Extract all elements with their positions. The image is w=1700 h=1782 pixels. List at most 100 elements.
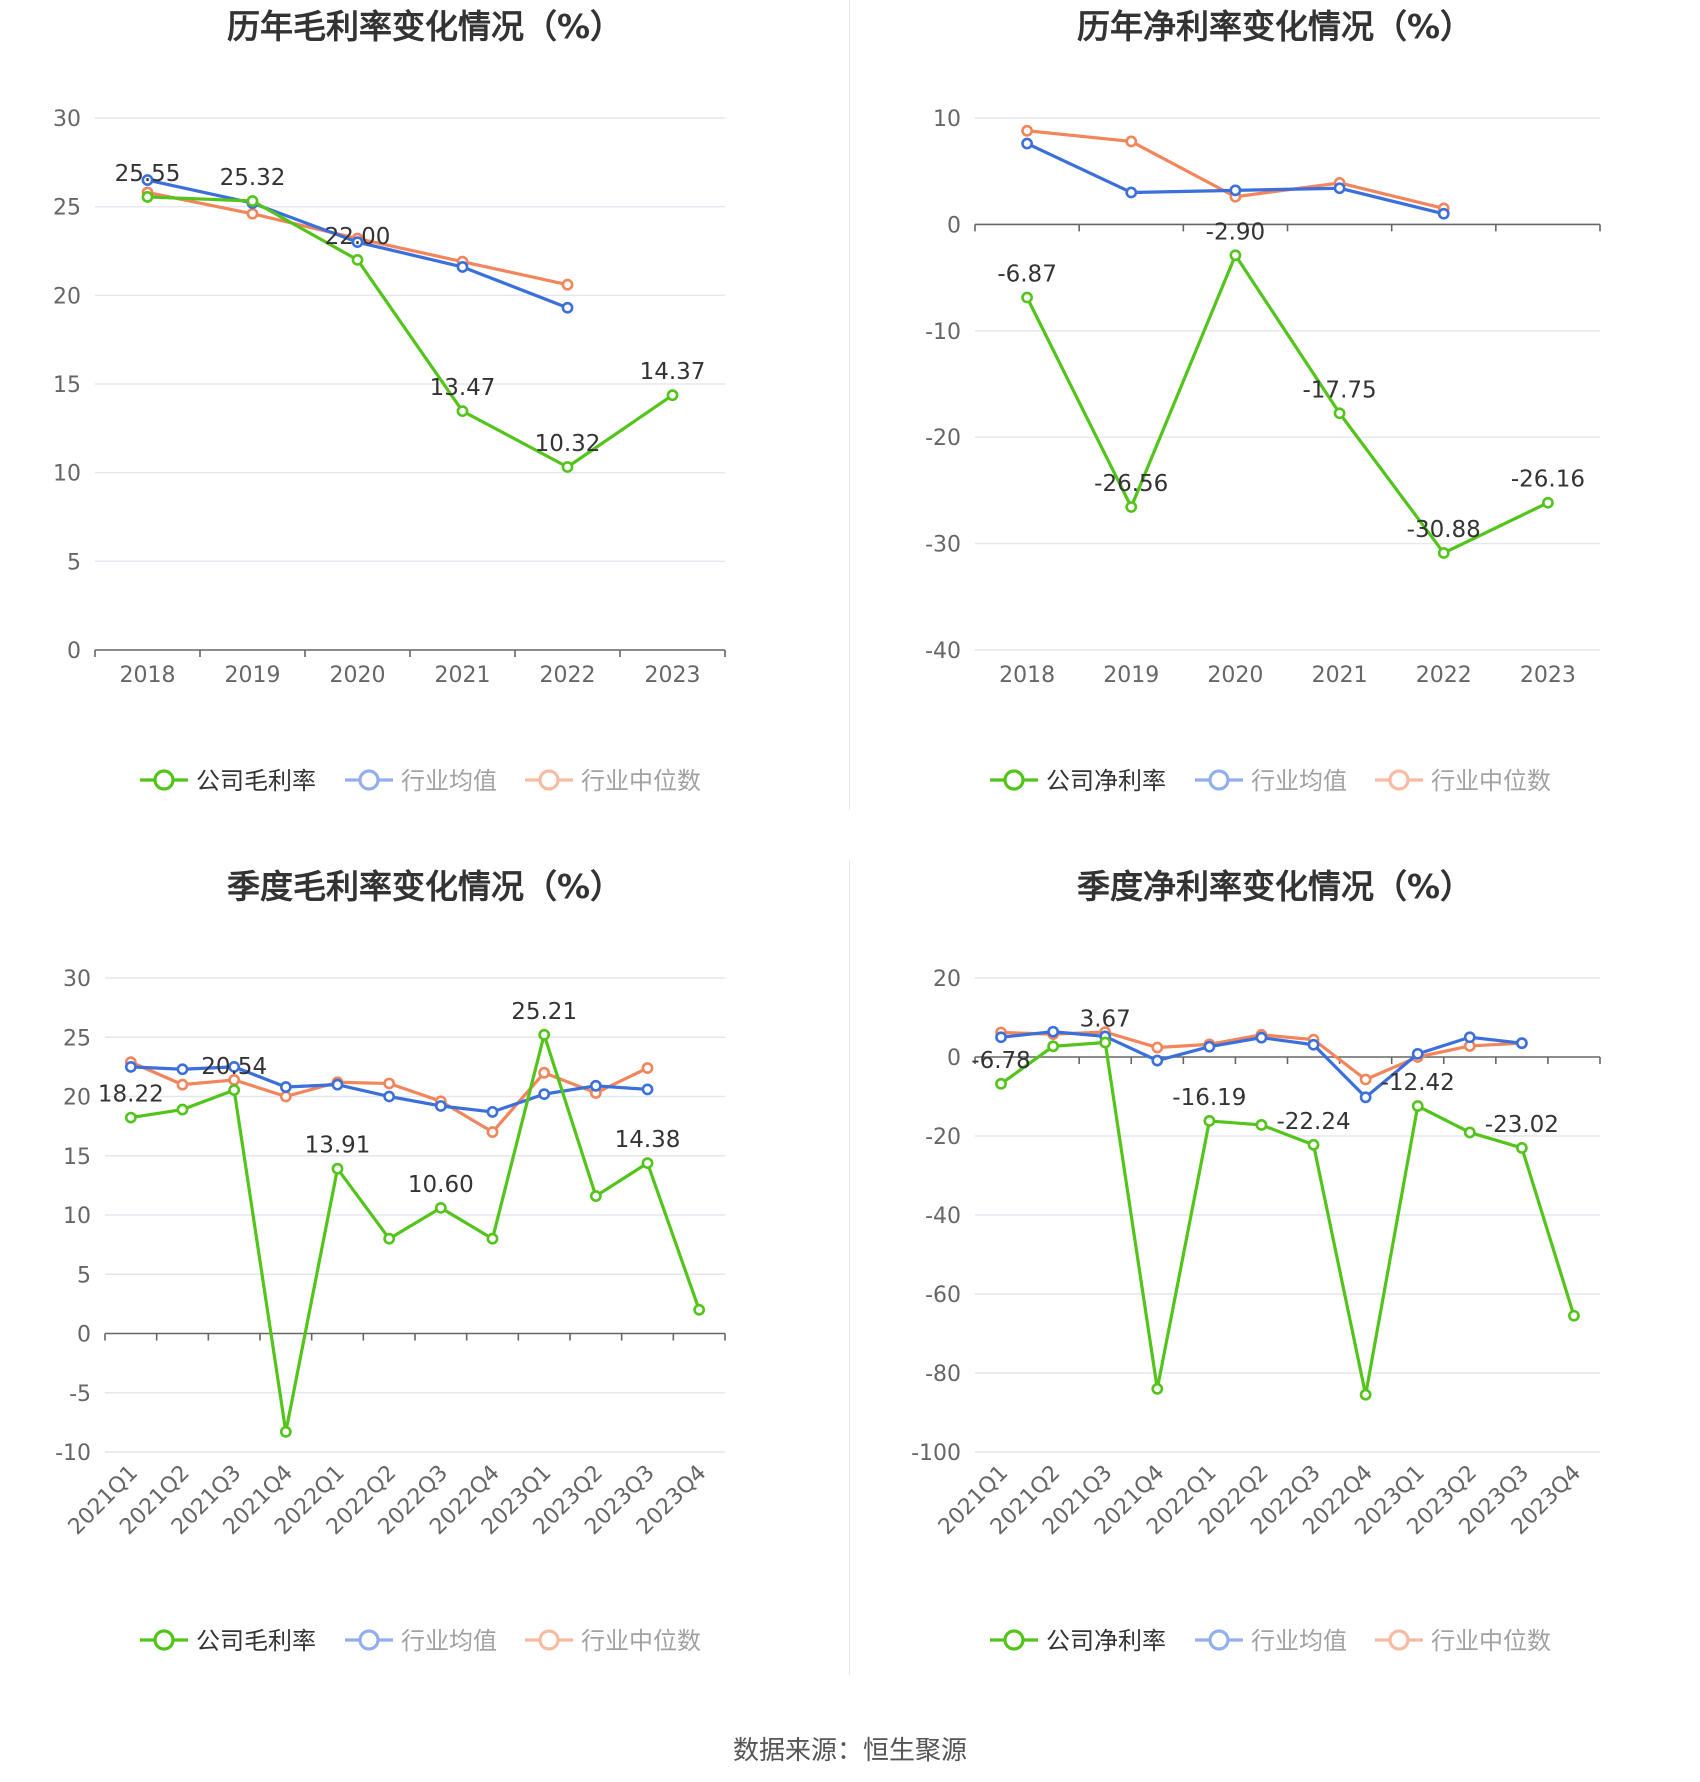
data-point-median: [1151, 1041, 1164, 1054]
data-point-median: [383, 1077, 396, 1090]
data-point-avg: [1151, 1054, 1164, 1067]
data-point-company: [456, 405, 469, 418]
data-point-company: [1359, 1388, 1372, 1401]
legend-item-median: 行业中位数: [1375, 767, 1551, 795]
data-point-company: [1229, 249, 1242, 262]
data-source-note: 数据来源：恒生聚源: [732, 1736, 967, 1766]
data-point-company: [1203, 1115, 1216, 1127]
data-label: -12.42: [1381, 1070, 1455, 1096]
data-label: 25.55: [115, 161, 181, 187]
legend-marker-icon: [538, 769, 560, 791]
data-point-avg: [486, 1106, 499, 1118]
y-tick-label: 10: [63, 1204, 91, 1229]
y-tick-label: 0: [77, 1323, 91, 1348]
legend-item-median: 行业中位数: [525, 767, 701, 795]
legend-label: 行业均值: [401, 1627, 497, 1655]
data-label: -17.75: [1303, 377, 1377, 403]
legend-label: 行业中位数: [1431, 1627, 1551, 1655]
data-point-avg: [589, 1079, 602, 1092]
data-label: 25.21: [511, 999, 577, 1025]
data-point-company: [383, 1232, 396, 1245]
x-tick-label: 2023: [1520, 663, 1576, 688]
chart-panel-quarterly-gross: 季度毛利率变化情况（%） -10 -5 0 5 10 15 20 25 30 2021Q1 2021Q…: [0, 860, 850, 1720]
y-tick-label: 30: [53, 107, 81, 132]
x-tick-label: 2021: [1312, 663, 1368, 688]
data-point-avg: [434, 1100, 447, 1112]
chart-title: 季度净利率变化情况（%）: [1077, 867, 1473, 906]
y-tick-label: 0: [67, 639, 81, 664]
data-point-company: [995, 1077, 1007, 1090]
data-label: -30.88: [1407, 517, 1481, 543]
legend-item-avg: 行业均值: [345, 767, 497, 795]
chart-panel-annual-net: 历年净利率变化情况（%） -40 -30 -20 -10 0 10 2018 2019 2020 2…: [850, 0, 1700, 860]
panel-divider-top: [849, 0, 850, 810]
y-tick-label: -100: [911, 1441, 961, 1466]
y-tick-label: 25: [63, 1026, 91, 1051]
data-point-company: [641, 1157, 654, 1169]
y-tick-label: -20: [925, 1125, 961, 1150]
chart-title: 历年净利率变化情况（%）: [1077, 7, 1473, 46]
legend-item-avg: 行业均值: [345, 1627, 497, 1655]
legend-label: 行业均值: [401, 767, 497, 795]
data-point-median: [1125, 135, 1138, 148]
data-point-avg: [1307, 1038, 1320, 1051]
data-point-avg: [228, 1060, 241, 1073]
data-point-company: [589, 1190, 602, 1202]
data-point-avg: [561, 301, 574, 314]
data-point-avg: [331, 1078, 344, 1091]
data-label: -16.19: [1172, 1085, 1246, 1111]
data-point-company: [434, 1201, 447, 1214]
legend-marker-icon: [153, 1629, 175, 1651]
legend-item-company: 公司净利率: [990, 1627, 1166, 1655]
data-point-median: [538, 1066, 551, 1079]
data-label: 22.00: [325, 224, 391, 250]
data-point-company: [141, 191, 154, 203]
data-point-company: [1021, 291, 1033, 304]
data-point-avg: [124, 1060, 137, 1073]
data-point-company: [1463, 1126, 1476, 1139]
legend-label: 行业均值: [1251, 1627, 1347, 1655]
x-tick-label: 2019: [1103, 663, 1159, 688]
data-point-company: [538, 1028, 551, 1041]
data-point-avg: [1333, 182, 1346, 195]
y-tick-label: -40: [925, 639, 961, 664]
data-label: -26.56: [1094, 471, 1168, 497]
legend-label: 行业中位数: [581, 1627, 701, 1655]
data-label: -22.24: [1276, 1109, 1350, 1135]
data-point-company: [1411, 1100, 1424, 1112]
legend-label: 行业中位数: [581, 767, 701, 795]
data-point-avg: [1229, 184, 1242, 197]
data-point-company: [486, 1232, 499, 1245]
data-point-company: [124, 1111, 137, 1124]
data-point-avg: [1203, 1040, 1216, 1053]
series-line-company: [147, 195, 674, 469]
y-tick-label: -20: [925, 426, 961, 451]
legend-marker-icon: [1388, 769, 1410, 791]
legend-label: 行业均值: [1251, 767, 1347, 795]
data-point-avg: [456, 261, 469, 273]
data-point-median: [641, 1062, 654, 1074]
legend-item-company: 公司毛利率: [140, 767, 316, 795]
data-point-median: [486, 1126, 499, 1138]
y-tick-label: -5: [69, 1382, 91, 1407]
y-tick-label: 15: [53, 373, 81, 398]
data-point-company: [1125, 501, 1138, 513]
chart-quarterly-gross: 季度毛利率变化情况（%）-10-50510152025302021Q12021Q…: [55, 867, 726, 1655]
legend-marker-icon: [1003, 769, 1025, 791]
y-tick-label: 20: [933, 967, 961, 992]
data-point-company: [279, 1425, 292, 1438]
data-point-avg: [1437, 207, 1450, 220]
chart-title: 季度毛利率变化情况（%）: [227, 867, 623, 906]
data-label: 14.37: [640, 359, 706, 385]
x-tick-label: 2018: [999, 663, 1055, 688]
legend-marker-icon: [1388, 1629, 1410, 1651]
legend-item-company: 公司毛利率: [140, 1627, 316, 1655]
series-line-avg: [1026, 142, 1445, 216]
data-point-median: [279, 1090, 292, 1103]
data-point-avg: [1047, 1025, 1060, 1038]
legend-label: 行业中位数: [1431, 767, 1551, 795]
legend-marker-icon: [358, 769, 380, 791]
data-label: 10.32: [535, 431, 601, 457]
data-point-company: [1307, 1138, 1320, 1151]
legend-item-company: 公司净利率: [990, 767, 1166, 795]
